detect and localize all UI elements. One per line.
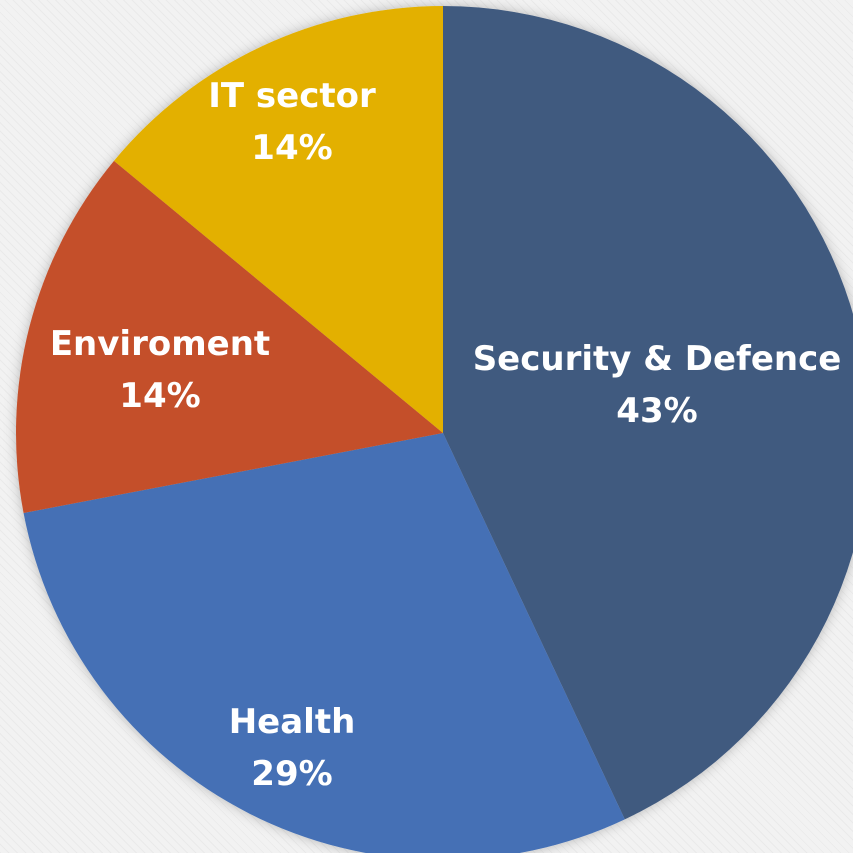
slice-label-security-defence: Security & Defence: [473, 339, 842, 379]
pie-slices: [16, 6, 853, 853]
pie-slice-security-defence: [443, 6, 853, 820]
slice-label-enviroment: Enviroment: [50, 324, 270, 364]
slice-label-health: Health: [229, 702, 356, 742]
slice-value-it-sector: 14%: [251, 128, 332, 168]
pie-slice-health: [23, 433, 625, 853]
slice-value-security-defence: 43%: [616, 391, 697, 431]
pie-labels: Security & Defence 43% Health 29% Enviroment…: [50, 76, 841, 794]
slice-value-enviroment: 14%: [119, 376, 200, 416]
slice-value-health: 29%: [251, 754, 332, 794]
pie-slice-enviroment: [16, 160, 444, 514]
slice-label-it-sector: IT sector: [208, 76, 376, 116]
pie-slice-it-sector: [113, 6, 443, 433]
